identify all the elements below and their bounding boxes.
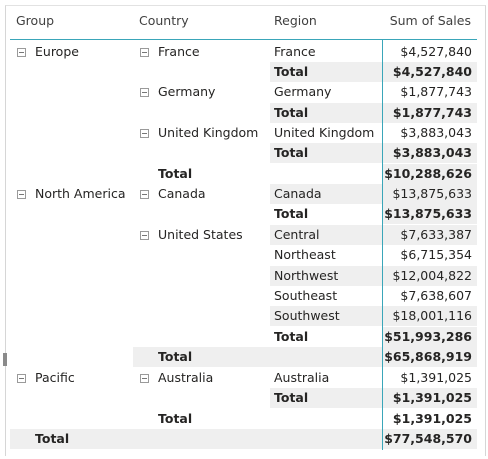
group-label: North America [35,186,126,201]
column-header-region[interactable]: Region [274,13,317,28]
region-total-label: Total [274,145,309,160]
sales-value: $7,638,607 [400,288,472,303]
collapse-united-kingdom-icon[interactable] [140,129,149,138]
region-label: Central [274,227,320,242]
group-label: Europe [35,44,79,59]
region-label: Southeast [274,288,338,303]
collapse-germany-icon[interactable] [140,88,149,97]
sales-value: $12,004,822 [392,268,472,283]
sales-value: $4,527,840 [400,44,472,59]
country-label: Germany [158,84,216,99]
sales-value: $3,883,043 [392,145,472,160]
sales-value: $65,868,919 [384,349,472,364]
country-label: Australia [158,370,214,385]
stripe-bg [270,266,382,286]
subtotal-bg [133,347,382,367]
subtotal-bg [270,143,382,163]
collapse-pacific-icon[interactable] [17,374,26,383]
grand-total-bg [10,429,382,449]
stripe-bg [270,225,382,245]
region-label: Australia [274,370,330,385]
column-header-group[interactable]: Group [16,13,55,28]
sales-value: $1,391,025 [392,411,472,426]
sales-value: $18,001,116 [392,308,472,323]
subtotal-bg [383,204,477,224]
sales-value: $1,391,025 [400,370,472,385]
country-label: United States [158,227,243,242]
subtotal-bg [383,347,477,367]
sales-value: $10,288,626 [384,166,472,181]
stripe-bg [383,266,477,286]
sales-value: $1,391,025 [392,390,472,405]
stripe-bg [383,225,477,245]
group-label: Pacific [35,370,75,385]
stripe-bg [270,306,382,326]
header-divider [10,39,477,40]
subtotal-bg [383,103,477,123]
resize-handle[interactable] [3,353,7,366]
region-label: France [274,44,316,59]
region-label: Southwest [274,308,340,323]
collapse-europe-icon[interactable] [17,48,26,57]
matrix-visual-frame [5,5,486,456]
region-total-label: Total [274,390,309,405]
stripe-bg [383,184,477,204]
sales-value: $4,527,840 [392,64,472,79]
value-column-divider [382,40,383,450]
column-header-sum-of-sales[interactable]: Sum of Sales [389,13,471,28]
stripe-bg [383,306,477,326]
region-label: Northeast [274,247,336,262]
subtotal-bg [270,388,382,408]
subtotal-bg [383,388,477,408]
subtotal-bg [270,62,382,82]
stripe-bg [270,184,382,204]
collapse-united-states-icon[interactable] [140,231,149,240]
sales-value: $6,715,354 [400,247,472,262]
region-total-label: Total [274,105,309,120]
collapse-france-icon[interactable] [140,48,149,57]
collapse-canada-icon[interactable] [140,190,149,199]
collapse-north-america-icon[interactable] [17,190,26,199]
grand-total-bg [383,429,477,449]
region-total-label: Total [274,329,309,344]
country-label: Canada [158,186,206,201]
grand-total-label: Total [35,431,70,446]
column-header-row: Group Country Region Sum of Sales [0,0,488,39]
sales-value: $1,877,743 [400,84,472,99]
region-label: Canada [274,186,322,201]
subtotal-bg [383,164,477,184]
subtotal-bg [383,143,477,163]
subtotal-bg [270,103,382,123]
sales-value: $1,877,743 [392,105,472,120]
country-total-label: Total [158,411,193,426]
region-label: Northwest [274,268,339,283]
country-total-label: Total [158,166,193,181]
region-label: Germany [274,84,332,99]
region-total-label: Total [274,206,309,221]
sales-value: $51,993,286 [384,329,472,344]
region-label: United Kingdom [274,125,375,140]
region-total-label: Total [274,64,309,79]
country-total-label: Total [158,349,193,364]
sales-value: $7,633,387 [400,227,472,242]
sales-value: $13,875,633 [384,206,472,221]
collapse-australia-icon[interactable] [140,374,149,383]
column-header-country[interactable]: Country [139,13,189,28]
country-label: United Kingdom [158,125,259,140]
country-label: France [158,44,200,59]
subtotal-bg [383,327,477,347]
sales-value: $3,883,043 [400,125,472,140]
grand-total-value: $77,548,570 [384,431,472,446]
sales-value: $13,875,633 [392,186,472,201]
subtotal-bg [383,62,477,82]
